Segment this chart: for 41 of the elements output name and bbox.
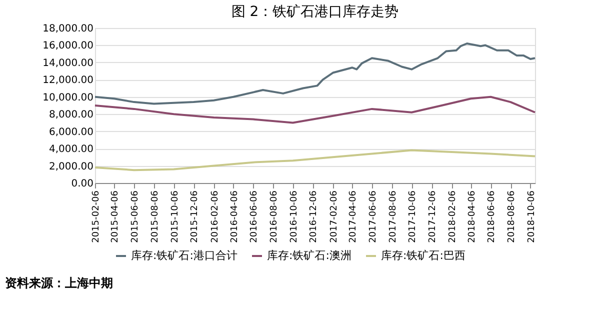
legend-label: 库存:铁矿石:澳洲 (267, 249, 352, 262)
x-tick-label: 2015-06-06 (130, 190, 141, 243)
x-tick-label: 2016-06-06 (250, 190, 260, 243)
line-series (94, 149, 536, 172)
x-tick-label: 2017-12-06 (428, 190, 438, 243)
x-tick-label: 2018-08-06 (507, 190, 518, 243)
x-tick-label: 2015-10-06 (170, 190, 180, 243)
x-tick-label: 2018-06-06 (487, 190, 498, 243)
x-tick-label: 2018-10-06 (526, 190, 537, 243)
x-tick-label: 2018-04-06 (467, 190, 478, 243)
x-tick-label: 2015-02-06 (92, 190, 102, 243)
y-tick-label: 18,000.00 (42, 24, 94, 34)
y-tick-label: 2,000.00 (48, 161, 94, 172)
line-series (94, 96, 536, 124)
y-tick-label: 12,000.00 (42, 75, 94, 86)
line-series (94, 42, 536, 105)
x-tick-label: 2015-08-06 (150, 190, 160, 243)
x-tick-label: 2016-04-06 (230, 190, 240, 243)
y-tick-label: 4,000.00 (48, 144, 94, 156)
x-tick-label: 2017-10-06 (408, 190, 418, 243)
x-tick-label: 2017-04-06 (348, 190, 359, 243)
legend-label: 库存:铁矿石:巴西 (381, 249, 466, 262)
x-tick-label: 2017-08-06 (388, 190, 398, 243)
x-tick-label: 2016-08-06 (270, 190, 280, 243)
y-tick-label: 0.00 (71, 178, 94, 190)
x-tick-label: 2017-02-06 (329, 190, 340, 243)
x-tick-label: 2017-06-06 (368, 190, 378, 243)
y-tick-label: 8,000.00 (48, 110, 94, 121)
x-tick-label: 2016-02-06 (210, 190, 220, 243)
x-tick-label: 2018-02-06 (448, 190, 458, 243)
legend-label: 库存:铁矿石:港口合计 (131, 249, 238, 262)
x-tick-label: 2016-12-06 (309, 190, 320, 243)
text: 资料来源：上海中期 (5, 276, 113, 290)
y-tick-label: 6,000.00 (48, 126, 94, 138)
y-tick-label: 10,000.00 (42, 92, 94, 104)
x-tick-label: 2016-10-06 (289, 190, 300, 243)
chart-title: 图 2：铁矿石港口库存走势 (231, 4, 399, 20)
y-tick-label: 16,000.00 (42, 40, 94, 52)
x-tick-label: 2015-12-06 (190, 190, 200, 243)
x-tick-label: 2015-04-06 (110, 190, 121, 243)
y-tick-label: 14,000.00 (42, 58, 94, 69)
